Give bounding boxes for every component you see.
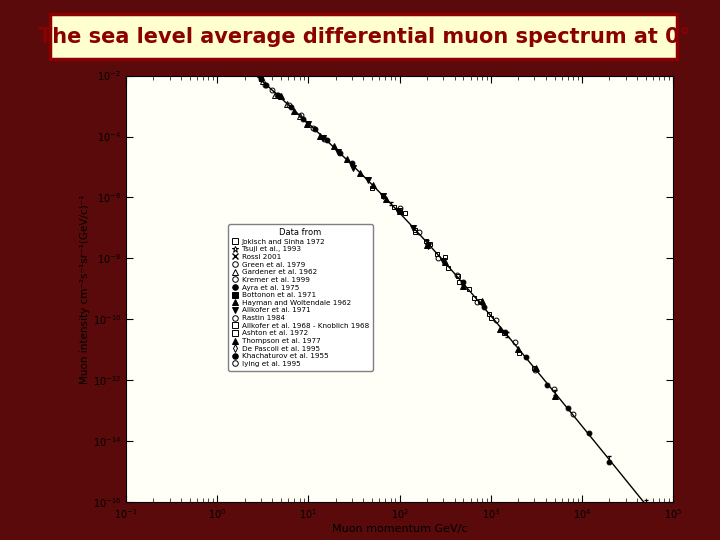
Y-axis label: Muon intensity cm⁻²s⁻¹sr⁻¹(GeV/c)⁻¹: Muon intensity cm⁻²s⁻¹sr⁻¹(GeV/c)⁻¹ — [80, 194, 90, 383]
Legend: Jokisch and Sinha 1972, Tsuji et al., 1993, Rossi 2001, Green et al. 1979, Garde: Jokisch and Sinha 1972, Tsuji et al., 19… — [228, 225, 373, 370]
Text: The sea level average differential muon spectrum at 0°: The sea level average differential muon … — [37, 26, 690, 47]
X-axis label: Muon momentum GeV/c: Muon momentum GeV/c — [332, 524, 467, 534]
